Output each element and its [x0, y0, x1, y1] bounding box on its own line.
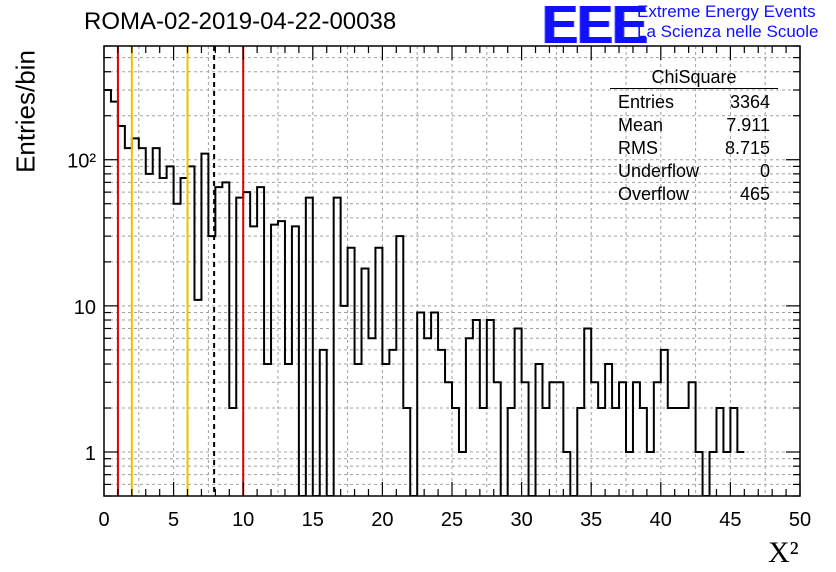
y-tick-label: 10²	[67, 151, 96, 173]
x-axis-label: X²	[768, 536, 799, 569]
stats-row-entries: Entries 3364	[610, 91, 778, 114]
x-tick-label: 0	[98, 509, 109, 531]
stats-row-overflow: Overflow 465	[610, 183, 778, 206]
x-tick-label: 50	[789, 509, 811, 531]
stats-value: 465	[739, 184, 770, 204]
x-tick-label: 5	[168, 509, 179, 531]
chart-title: ROMA-02-2019-04-22-00038	[84, 8, 397, 35]
x-tick-label: 40	[650, 509, 672, 531]
x-tick-label: 45	[719, 509, 741, 531]
y-axis-label: Entries/bin	[10, 50, 41, 173]
stats-label: Underflow	[618, 161, 700, 181]
eee-logo-text: Extreme Energy Events La Scienza nelle S…	[637, 2, 818, 42]
y-tick-label: 1	[85, 443, 96, 465]
stats-row-rms: RMS 8.715	[610, 137, 778, 160]
stats-label: Entries	[618, 92, 675, 112]
stats-title: ChiSquare	[610, 66, 778, 89]
stats-label: Overflow	[618, 184, 690, 204]
stats-row-mean: Mean 7.911	[610, 114, 778, 137]
histogram-bins	[104, 88, 745, 496]
stats-value: 7.911	[726, 115, 770, 135]
x-tick-label: 15	[302, 509, 324, 531]
x-tick-label: 20	[371, 509, 393, 531]
stats-value: 8.715	[724, 138, 770, 158]
x-tick-label: 10	[232, 509, 254, 531]
x-tick-label: 35	[580, 509, 602, 531]
stats-value: 3364	[729, 92, 770, 112]
logo-line-1: Extreme Energy Events	[637, 2, 816, 21]
stats-label: Mean	[618, 115, 664, 135]
x-tick-label: 30	[510, 509, 532, 531]
logo-line-2: La Scienza nelle Scuole	[637, 22, 819, 41]
stats-box: ChiSquare Entries 3364 Mean 7.911 RMS 8.715…	[610, 66, 778, 206]
stats-row-underflow: Underflow 0	[610, 160, 778, 183]
stats-value: 0	[759, 161, 770, 181]
x-tick-label: 25	[441, 509, 463, 531]
eee-logo: EEE	[542, 0, 648, 55]
stats-label: RMS	[618, 138, 658, 158]
y-tick-label: 10	[74, 297, 96, 319]
